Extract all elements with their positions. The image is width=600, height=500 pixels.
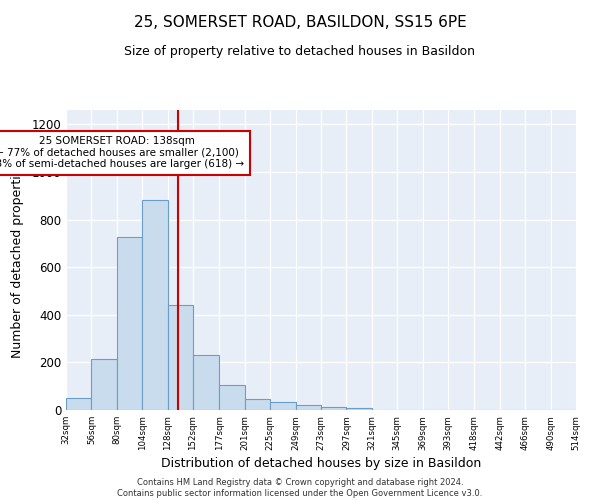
Bar (296, 405, 321, 410)
Bar (321, 407, 346, 410)
Bar (167, 305, 193, 410)
Text: Size of property relative to detached houses in Basildon: Size of property relative to detached ho… (125, 45, 476, 58)
Bar (346, 408, 372, 410)
Text: 25 SOMERSET ROAD: 138sqm
← 77% of detached houses are smaller (2,100)
23% of sem: 25 SOMERSET ROAD: 138sqm ← 77% of detach… (0, 136, 244, 170)
Bar (270, 402, 296, 410)
Bar (142, 200, 167, 410)
Bar (193, 355, 220, 410)
Text: Contains HM Land Registry data © Crown copyright and database right 2024.
Contai: Contains HM Land Registry data © Crown c… (118, 478, 482, 498)
Bar (91, 359, 117, 410)
Text: 25, SOMERSET ROAD, BASILDON, SS15 6PE: 25, SOMERSET ROAD, BASILDON, SS15 6PE (134, 15, 466, 30)
Bar (117, 238, 142, 410)
Bar (245, 400, 270, 410)
X-axis label: Distribution of detached houses by size in Basildon: Distribution of detached houses by size … (161, 456, 481, 469)
Y-axis label: Number of detached properties: Number of detached properties (11, 162, 25, 358)
Bar (220, 385, 245, 410)
Bar (66, 398, 91, 410)
